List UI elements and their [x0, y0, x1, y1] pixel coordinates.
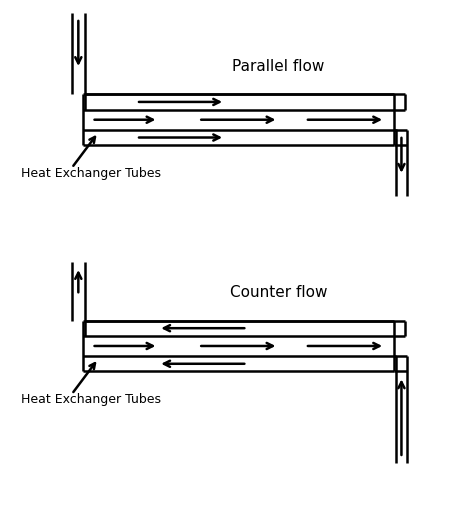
Text: Heat Exchanger Tubes: Heat Exchanger Tubes — [21, 393, 161, 406]
Text: Heat Exchanger Tubes: Heat Exchanger Tubes — [21, 167, 161, 179]
Text: Parallel flow: Parallel flow — [232, 59, 324, 74]
Text: Counter flow: Counter flow — [230, 285, 327, 300]
